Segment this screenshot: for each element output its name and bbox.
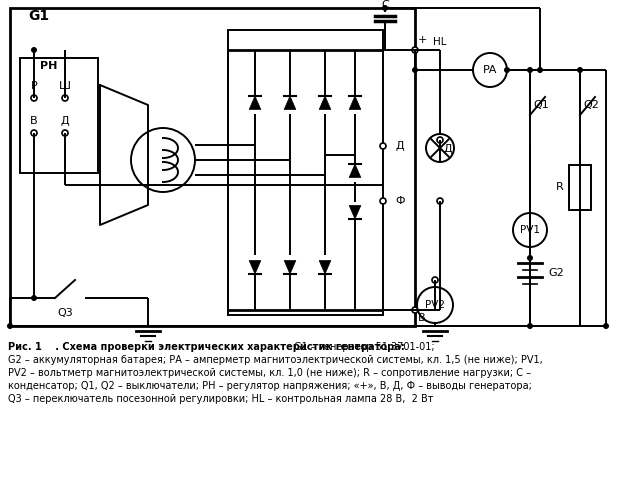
- Text: РА: РА: [483, 65, 497, 75]
- Circle shape: [437, 137, 443, 143]
- Text: HL: HL: [433, 37, 447, 47]
- Text: C: C: [381, 0, 389, 10]
- Bar: [569, 165, 591, 210]
- Polygon shape: [349, 206, 361, 219]
- Circle shape: [62, 95, 68, 101]
- Text: PV2 – вольтметр магнитоэлектрической системы, кл. 1,0 (не ниже); R – сопротивлен: PV2 – вольтметр магнитоэлектрической сис…: [8, 368, 531, 378]
- Circle shape: [527, 67, 533, 73]
- Polygon shape: [349, 164, 361, 178]
- Circle shape: [412, 307, 418, 313]
- Circle shape: [131, 128, 195, 192]
- Circle shape: [62, 130, 68, 136]
- Text: РН: РН: [40, 61, 57, 71]
- Text: G1: G1: [28, 9, 49, 23]
- Text: PV2: PV2: [425, 300, 445, 310]
- Polygon shape: [319, 96, 331, 110]
- Polygon shape: [284, 96, 296, 110]
- Circle shape: [577, 67, 583, 73]
- Circle shape: [527, 323, 533, 329]
- Circle shape: [412, 47, 418, 53]
- Text: В: В: [30, 116, 38, 126]
- Circle shape: [31, 47, 37, 53]
- Text: конденсатор; Q1, Q2 – выключатели; РН – регулятор напряжения; «+», В, Д, Ф – выв: конденсатор; Q1, Q2 – выключатели; РН – …: [8, 381, 532, 391]
- Circle shape: [437, 198, 443, 204]
- Circle shape: [432, 277, 438, 283]
- Text: Q1: Q1: [533, 100, 548, 110]
- Circle shape: [504, 67, 510, 73]
- Circle shape: [603, 323, 609, 329]
- Circle shape: [513, 213, 547, 247]
- Text: Д: Д: [395, 141, 404, 151]
- Polygon shape: [249, 260, 261, 274]
- Text: G2: G2: [548, 268, 563, 278]
- Text: G2 – аккумуляторная батарея; РА – амперметр магнитоэлектрической системы, кл. 1,: G2 – аккумуляторная батарея; РА – амперм…: [8, 355, 543, 365]
- Polygon shape: [319, 260, 331, 274]
- Text: Q3 – переключатель посезонной регулировки; HL – контрольная лампа 28 В,  2 Вт: Q3 – переключатель посезонной регулировк…: [8, 394, 434, 404]
- Text: R: R: [556, 182, 564, 192]
- Polygon shape: [284, 260, 296, 274]
- Circle shape: [537, 67, 543, 73]
- Circle shape: [7, 323, 13, 329]
- Circle shape: [31, 95, 37, 101]
- Circle shape: [412, 67, 418, 73]
- Circle shape: [527, 255, 533, 261]
- Text: +: +: [418, 35, 427, 45]
- Text: Q3: Q3: [57, 308, 73, 318]
- Circle shape: [380, 143, 386, 149]
- Polygon shape: [349, 96, 361, 110]
- Text: В: В: [418, 313, 426, 323]
- Text: PV1: PV1: [520, 225, 540, 235]
- Bar: [228, 30, 383, 315]
- Circle shape: [380, 198, 386, 204]
- Text: G1 – генератор 51.3701-01;: G1 – генератор 51.3701-01;: [291, 342, 435, 352]
- Text: Ф: Ф: [395, 196, 404, 206]
- Circle shape: [31, 130, 37, 136]
- Text: Д: Д: [444, 144, 452, 154]
- Circle shape: [417, 287, 453, 323]
- Circle shape: [382, 5, 388, 11]
- Text: Q2: Q2: [583, 100, 599, 110]
- Text: Д: Д: [61, 116, 69, 126]
- Text: Ш: Ш: [59, 81, 71, 91]
- Circle shape: [31, 295, 37, 301]
- Text: Р: Р: [31, 81, 37, 91]
- Text: Рис. 1    . Схема проверки электрических характеристик генератора:: Рис. 1 . Схема проверки электрических ха…: [8, 342, 405, 352]
- Circle shape: [473, 53, 507, 87]
- Bar: [10, 8, 415, 326]
- Bar: [20, 58, 98, 173]
- Polygon shape: [249, 96, 261, 110]
- Circle shape: [426, 134, 454, 162]
